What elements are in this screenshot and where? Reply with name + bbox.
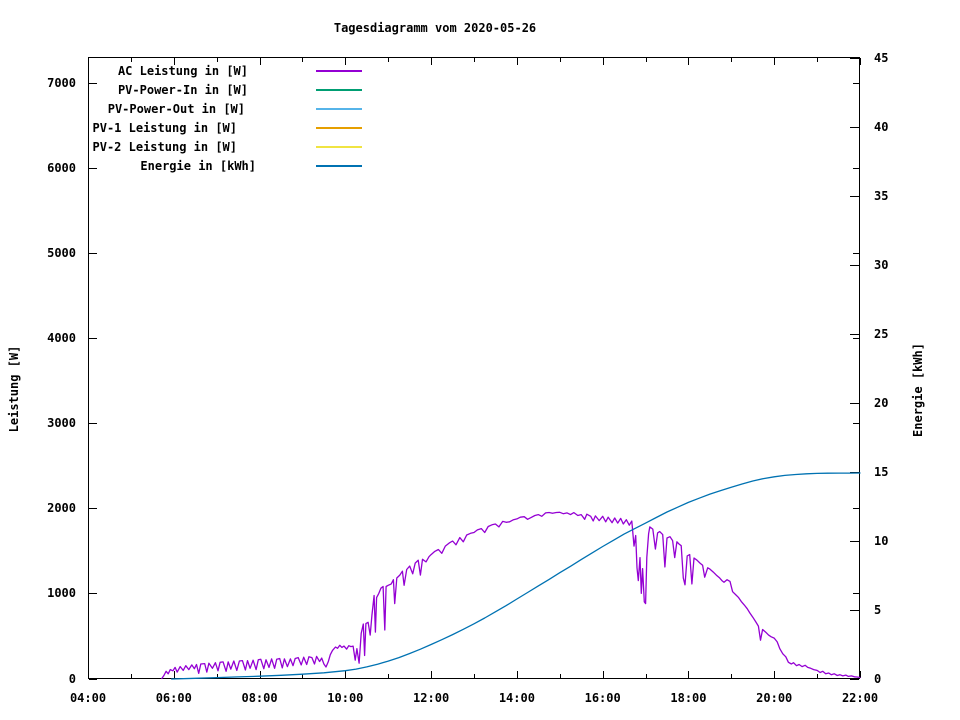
x-tick-label: 06:00 (155, 691, 192, 705)
x-tick-label: 22:00 (841, 691, 879, 705)
y-left-tick-label: 7000 (47, 75, 76, 90)
y-right-tick-label: 5 (874, 603, 882, 617)
legend-label: Energie in [kWh] (140, 159, 256, 173)
y-right-tick-label: 40 (874, 120, 889, 134)
y-right-tick-label: 45 (874, 51, 889, 65)
series-line-ac-leistung-in-w (161, 511, 861, 680)
legend-line-swatch (316, 146, 362, 148)
y-right-tick-label: 25 (874, 327, 889, 341)
y-left-tick-label: 2000 (47, 501, 76, 516)
legend-line-swatch (316, 70, 362, 72)
y-right-tick-label: 0 (874, 672, 882, 686)
y-left-tick-label: 6000 (47, 160, 76, 175)
x-tick-label: 18:00 (670, 691, 707, 705)
y-right-axis-title: Energie [kWh] (911, 343, 925, 437)
y-left-tick-label: 4000 (47, 330, 76, 345)
legend-line-swatch (316, 127, 362, 129)
y-left-tick-label: 1000 (47, 586, 76, 601)
legend-label: PV-Power-Out in [W] (107, 102, 245, 116)
y-left-tick-label: 3000 (47, 416, 76, 431)
y-left-tick-label: 5000 (47, 245, 76, 260)
x-tick-label: 14:00 (498, 691, 535, 705)
y-right-tick-label: 35 (874, 189, 889, 203)
x-tick-label: 04:00 (69, 691, 107, 705)
y-right-tick-label: 15 (874, 465, 889, 479)
y-right-tick-label: 30 (874, 258, 889, 272)
legend-line-swatch (316, 108, 362, 110)
x-tick-label: 20:00 (756, 691, 793, 705)
legend-label: PV-1 Leistung in [W] (92, 121, 238, 135)
x-tick-label: 12:00 (413, 691, 450, 705)
plot-border (88, 57, 860, 679)
series-line-energie-in-kwh (170, 472, 861, 680)
x-tick-label: 10:00 (327, 691, 364, 705)
x-tick-label: 08:00 (241, 691, 278, 705)
x-tick-label: 16:00 (584, 691, 621, 705)
legend-label: PV-Power-In in [W] (117, 83, 248, 97)
legend-label: AC Leistung in [W] (117, 64, 248, 78)
legend-line-swatch (316, 165, 362, 167)
y-right-tick-label: 20 (874, 396, 889, 410)
legend-label: PV-2 Leistung in [W] (92, 140, 238, 154)
y-left-axis-title: Leistung [W] (7, 345, 21, 433)
chart-title: Tagesdiagramm vom 2020-05-26 (333, 21, 537, 35)
y-left-tick-label: 0 (68, 671, 76, 686)
y-right-tick-label: 10 (874, 534, 889, 548)
legend-line-swatch (316, 89, 362, 91)
